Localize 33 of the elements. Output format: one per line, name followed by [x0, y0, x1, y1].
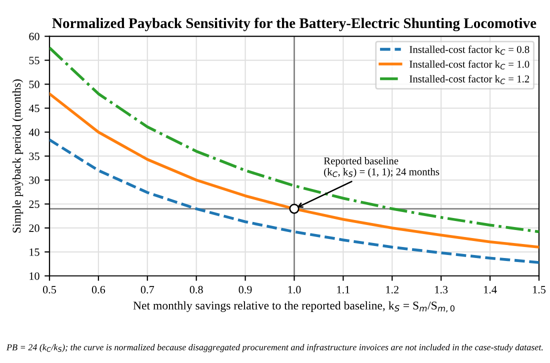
y-tick-label: 45 [28, 104, 40, 112]
y-tick-label: 60 [29, 32, 40, 40]
x-tick-label: 0.5 [42, 286, 56, 294]
legend-label: Installed-cost factor k$_{C}$ = 0.8 [410, 46, 530, 55]
y-tick-label: 10 [30, 272, 40, 280]
y-tick-label: 20 [29, 224, 40, 232]
y-tick-label: 55 [29, 56, 40, 64]
y-tick-label: 25 [29, 200, 40, 208]
y-tick-label: 50 [29, 80, 40, 88]
y-tick-label: 30 [29, 176, 40, 184]
y-axis-title: Simple payback period (months) [12, 79, 24, 233]
x-tick-label: 1.5 [533, 286, 546, 294]
line-series [50, 46, 539, 234]
x-tick-label: 1.1 [337, 286, 350, 294]
x-axis-title: Net monthly savings relative to the reported baseline, k$_{S}$ = S$_{m}$/S$_{m,0}$ [133, 301, 455, 312]
legend-label: Installed-cost factor k$_{C}$ = 1.0 [410, 60, 530, 70]
x-tick-label: 1.4 [484, 286, 497, 294]
x-tick-label: 1.0 [288, 286, 301, 294]
x-tick-label: 0.9 [238, 286, 252, 294]
x-tick-label: 0.8 [190, 286, 203, 294]
legend-label: Installed-cost factor k$_{C}$ = 1.2 [410, 75, 530, 84]
text: PB = 24 (k$_{C}$/k$_{S}$); the curve is normalized because disaggregated procurement and infrastructure invoices are not included in the case-study dataset. [6, 344, 543, 352]
y-tick-label: 15 [30, 248, 40, 256]
annotation: Reported baseline (k$_{C}$, k$_{S}$) = (1, 1); 24 months [324, 157, 440, 178]
x-tick-label: 1.3 [435, 286, 448, 294]
x-tick-label: 0.7 [140, 286, 154, 294]
y-tick-label: 35 [29, 152, 40, 160]
y-tick-label: 40 [28, 128, 40, 136]
line-series [50, 92, 539, 249]
chart-title: Normalized Payback Sensitivity for the Battery-Electric Shunting Locomotive [52, 18, 536, 32]
line-series [50, 138, 539, 264]
x-tick-label: 0.6 [92, 286, 106, 294]
x-tick-label: 1.2 [386, 286, 398, 294]
